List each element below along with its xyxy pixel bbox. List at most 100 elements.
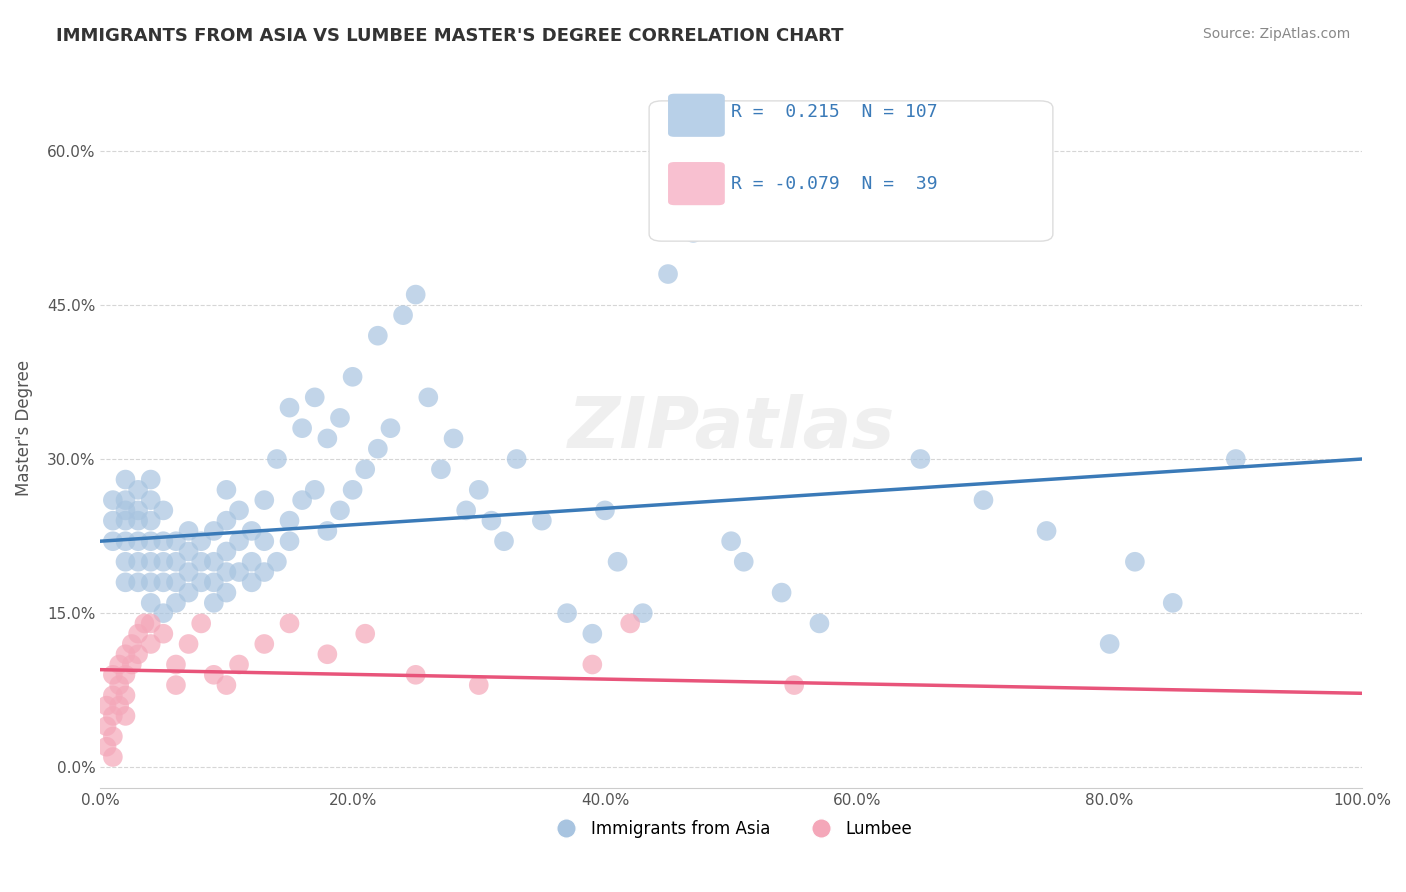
Point — [114, 514, 136, 528]
Point — [329, 503, 352, 517]
Point — [165, 534, 187, 549]
Point — [127, 514, 149, 528]
Point — [316, 524, 339, 538]
Point — [291, 421, 314, 435]
Point — [114, 503, 136, 517]
Point — [215, 585, 238, 599]
Point — [202, 524, 225, 538]
Point — [783, 678, 806, 692]
Point — [177, 565, 200, 579]
Point — [631, 606, 654, 620]
Point — [479, 514, 502, 528]
Point — [215, 565, 238, 579]
Point — [240, 524, 263, 538]
Point — [114, 668, 136, 682]
Point — [228, 657, 250, 672]
Point — [342, 369, 364, 384]
Point — [152, 575, 174, 590]
Point — [228, 503, 250, 517]
Point — [430, 462, 453, 476]
Point — [619, 616, 641, 631]
Point — [405, 668, 427, 682]
Point — [278, 534, 301, 549]
Point — [266, 452, 288, 467]
Point — [253, 534, 276, 549]
Point — [682, 226, 704, 240]
Point — [152, 555, 174, 569]
Point — [253, 565, 276, 579]
Point — [96, 698, 118, 713]
Point — [165, 657, 187, 672]
Legend: Immigrants from Asia, Lumbee: Immigrants from Asia, Lumbee — [543, 813, 920, 844]
Point — [139, 616, 162, 631]
Point — [202, 668, 225, 682]
Point — [101, 689, 124, 703]
Point — [96, 719, 118, 733]
Point — [278, 514, 301, 528]
Point — [127, 555, 149, 569]
FancyBboxPatch shape — [650, 101, 1053, 241]
Point — [354, 626, 377, 640]
Point — [581, 626, 603, 640]
Y-axis label: Master's Degree: Master's Degree — [15, 360, 32, 496]
Point — [872, 123, 894, 137]
Point — [152, 503, 174, 517]
Point — [266, 555, 288, 569]
Point — [555, 606, 578, 620]
Point — [114, 493, 136, 508]
Point — [392, 308, 415, 322]
Point — [228, 565, 250, 579]
Point — [139, 596, 162, 610]
Point — [215, 678, 238, 692]
FancyBboxPatch shape — [668, 94, 725, 136]
Point — [190, 555, 212, 569]
Point — [121, 657, 143, 672]
Point — [316, 647, 339, 661]
Text: R =  0.215  N = 107: R = 0.215 N = 107 — [731, 103, 938, 120]
Text: R = -0.079  N =  39: R = -0.079 N = 39 — [731, 175, 938, 193]
Point — [139, 493, 162, 508]
Point — [101, 750, 124, 764]
FancyBboxPatch shape — [668, 162, 725, 205]
Point — [405, 287, 427, 301]
Point — [367, 442, 389, 456]
Point — [177, 585, 200, 599]
Point — [910, 452, 932, 467]
Point — [1035, 524, 1057, 538]
Point — [202, 555, 225, 569]
Point — [139, 514, 162, 528]
Point — [367, 328, 389, 343]
Point — [101, 668, 124, 682]
Point — [139, 637, 162, 651]
Point — [190, 534, 212, 549]
Point — [1225, 452, 1247, 467]
Point — [1161, 596, 1184, 610]
Point — [443, 432, 465, 446]
Point — [127, 534, 149, 549]
Point — [177, 544, 200, 558]
Point — [127, 626, 149, 640]
Point — [114, 709, 136, 723]
Point — [530, 514, 553, 528]
Point — [342, 483, 364, 497]
Point — [114, 575, 136, 590]
Point — [606, 555, 628, 569]
Point — [114, 689, 136, 703]
Point — [329, 411, 352, 425]
Point — [468, 678, 491, 692]
Point — [972, 493, 994, 508]
Point — [139, 555, 162, 569]
Point — [139, 534, 162, 549]
Point — [492, 534, 515, 549]
Point — [152, 626, 174, 640]
Text: ZIPatlas: ZIPatlas — [568, 393, 894, 463]
Point — [165, 596, 187, 610]
Point — [215, 514, 238, 528]
Point — [316, 432, 339, 446]
Point — [202, 575, 225, 590]
Point — [127, 575, 149, 590]
Point — [114, 534, 136, 549]
Point — [733, 555, 755, 569]
Point — [304, 483, 326, 497]
Point — [418, 390, 440, 404]
